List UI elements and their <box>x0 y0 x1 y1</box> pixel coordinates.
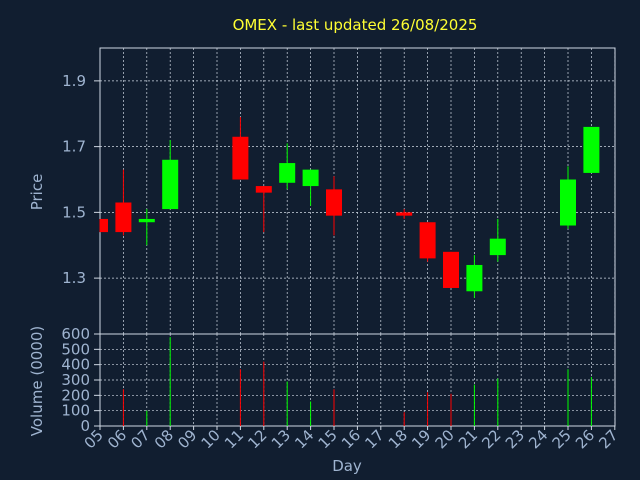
x-tick-label: 21 <box>455 426 481 452</box>
volume-tick-label: 600 <box>61 325 90 343</box>
x-tick-label: 16 <box>338 426 364 452</box>
x-tick-label: 13 <box>268 426 294 452</box>
x-tick-label: 14 <box>291 426 317 452</box>
x-tick-label: 24 <box>525 426 551 452</box>
volume-tick-label: 300 <box>61 371 90 389</box>
candle-body-down <box>100 218 108 233</box>
candle-body-down <box>326 189 342 216</box>
chart-title: OMEX - last updated 26/08/2025 <box>233 16 478 34</box>
volume-tick-label: 200 <box>61 386 90 404</box>
x-tick-label: 19 <box>408 426 434 452</box>
x-tick-label: 09 <box>174 426 200 452</box>
candle-body-up <box>466 264 483 292</box>
price-tick-label: 1.7 <box>62 138 86 156</box>
candle-body-up <box>302 169 319 187</box>
candle-body-up <box>583 126 600 173</box>
price-panel: 1.3 1.5 1.7 1.9 <box>62 47 616 335</box>
candle-body-up <box>162 159 179 210</box>
x-tick-label: 06 <box>104 426 130 452</box>
x-tick-label: 15 <box>315 426 341 452</box>
price-tick-label: 1.5 <box>62 203 86 221</box>
x-tick-label: 23 <box>502 426 528 452</box>
candle-body-down <box>255 186 272 193</box>
x-tick-label: 10 <box>198 426 224 452</box>
candle-body-down <box>115 202 132 233</box>
price-tick-label: 1.3 <box>62 269 86 287</box>
x-tick-label: 12 <box>244 426 270 452</box>
x-tick-label: 18 <box>385 426 411 452</box>
candle-body-down <box>443 251 459 288</box>
x-tick-label: 08 <box>151 426 177 452</box>
price-axis-title: Price <box>28 174 46 211</box>
candle-body-down <box>419 222 436 259</box>
x-tick-label: 07 <box>127 426 153 452</box>
x-tick-label: 11 <box>221 426 247 452</box>
candle-body-up <box>279 163 296 183</box>
candle-body-up <box>560 179 576 226</box>
x-tick-label: 27 <box>595 426 621 452</box>
x-tick-label: 17 <box>361 426 387 452</box>
volume-axis-title: Volume (0000) <box>28 326 46 436</box>
volume-tick-label: 100 <box>61 402 90 420</box>
candle-body-up <box>489 238 506 256</box>
volume-tick-label: 500 <box>61 340 90 358</box>
x-tick-label: 25 <box>549 426 575 452</box>
price-tick-label: 1.9 <box>62 72 86 90</box>
candle-body-up <box>138 218 155 223</box>
x-tick-label: 26 <box>572 426 598 452</box>
candle-body-down <box>396 212 413 216</box>
x-tick-label: 22 <box>478 426 504 452</box>
volume-tick-label: 400 <box>61 356 90 374</box>
candle-body-down <box>232 136 249 180</box>
x-tick-label: 20 <box>432 426 458 452</box>
volume-tick-label: 0 <box>80 417 90 435</box>
x-axis-title: Day <box>332 457 362 475</box>
x-axis: 0506070809101112131415161718192021222324… <box>81 426 622 452</box>
